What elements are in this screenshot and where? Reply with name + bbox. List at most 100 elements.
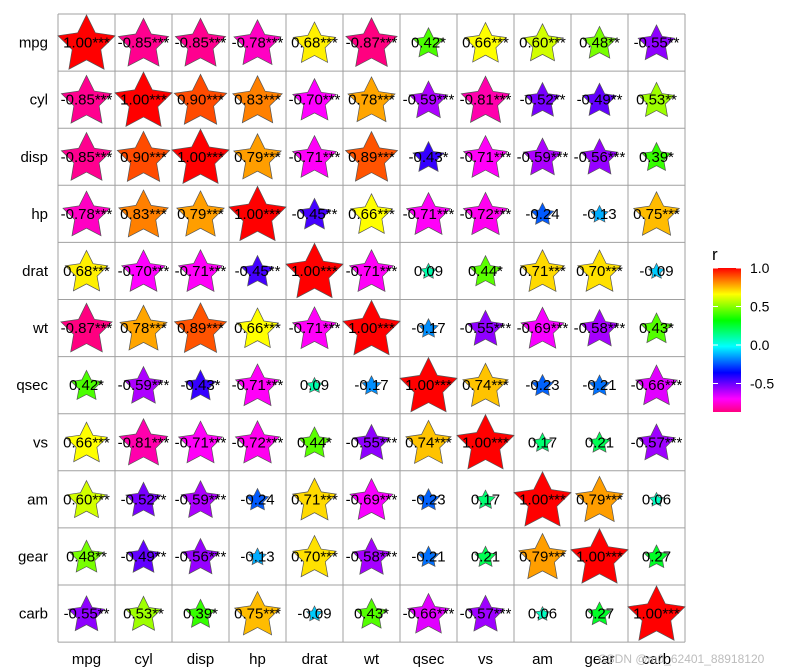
cell-value-label: 1.00*** (462, 434, 509, 451)
star-marker (518, 532, 567, 580)
star-marker (121, 249, 166, 292)
cell-value-label: -0.13 (240, 548, 274, 565)
cell-value-label: 0.90*** (120, 149, 167, 166)
star-marker (640, 312, 673, 344)
star-marker (297, 197, 332, 230)
star-marker (632, 191, 681, 236)
cell-value-label: 0.43* (354, 606, 389, 623)
x-tick-label: mpg (72, 651, 101, 668)
cell-value-label: 0.44* (297, 434, 332, 451)
star-marker (641, 141, 672, 172)
cell-value-label: -0.45** (292, 206, 338, 223)
y-tick-label: drat (22, 263, 49, 280)
star-marker (184, 369, 217, 401)
star-marker (64, 249, 109, 292)
cell-value-label: 1.00*** (234, 206, 281, 223)
cell-value-label: 0.60*** (519, 35, 566, 52)
cell-value-label: -0.78*** (232, 35, 284, 52)
star-marker (291, 134, 338, 178)
star-marker (233, 19, 282, 66)
cell-value-label: -0.71*** (232, 377, 284, 394)
star-marker (347, 76, 396, 123)
cell-value-label: -0.55** (634, 35, 680, 52)
star-marker (532, 432, 553, 452)
cell-value-label: -0.57*** (460, 606, 512, 623)
star-marker (118, 189, 169, 238)
cell-value-label: -0.23 (525, 377, 559, 394)
star-marker (355, 597, 388, 629)
cell-value-label: 0.70*** (291, 548, 338, 565)
star-marker (345, 17, 398, 68)
star-marker (534, 605, 551, 621)
cell-value-label: 0.66*** (234, 320, 281, 337)
cell-value-label: 0.21 (585, 434, 614, 451)
cell-value-label: -0.56*** (574, 149, 626, 166)
star-marker (117, 17, 170, 67)
cell-value-label: -0.49** (121, 548, 167, 565)
cell-value-label: 1.00*** (120, 92, 167, 109)
panel-grid (57, 13, 686, 643)
cell-value-label: 0.74*** (462, 377, 509, 394)
cell-value-label: 1.00*** (633, 606, 680, 623)
star-marker (248, 547, 267, 566)
star-marker (66, 479, 107, 519)
cell-value-label: -0.57*** (631, 434, 683, 451)
cell-value-label: -0.71*** (289, 320, 341, 337)
star-marker (463, 21, 508, 63)
y-tick-label: am (27, 491, 48, 508)
star-marker (62, 190, 111, 237)
cell-value-label: 0.48** (66, 548, 107, 565)
cell-value-label: -0.13 (582, 206, 616, 223)
cell-value-label: -0.56*** (175, 548, 227, 565)
y-tick-label: hp (31, 206, 48, 223)
star-marker (291, 306, 338, 350)
star-marker (173, 73, 228, 125)
legend-tick-label: -0.5 (750, 376, 774, 392)
cell-value-label: 0.78*** (348, 92, 395, 109)
cell-value-label: 0.68*** (291, 35, 338, 52)
star-marker (245, 487, 270, 511)
star-marker (171, 128, 230, 185)
cell-value-label: -0.24 (525, 206, 559, 223)
x-tick-label: drat (302, 651, 329, 668)
star-marker (176, 190, 225, 237)
cell-value-label: 1.00*** (405, 377, 452, 394)
cell-value-label: -0.81*** (118, 434, 170, 451)
cell-value-label: 0.79*** (234, 149, 281, 166)
star-marker (588, 431, 611, 453)
cell-value-label: -0.59*** (403, 92, 455, 109)
cell-value-label: -0.71*** (460, 149, 512, 166)
star-marker (232, 75, 283, 124)
cell-value-label: -0.71*** (289, 149, 341, 166)
star-marker (412, 27, 445, 58)
cell-value-label: -0.55*** (346, 434, 398, 451)
y-axis-labels: mpg cyl disp hp drat wt qsec vs am gear carb (16, 35, 49, 623)
cell-value-label: -0.72*** (232, 434, 284, 451)
star-marker (522, 137, 563, 176)
cell-value-label: 0.74*** (405, 434, 452, 451)
star-marker (634, 364, 679, 406)
cell-value-label: -0.87*** (61, 320, 113, 337)
star-marker (352, 423, 391, 460)
cell-value-label: 0.70*** (576, 263, 623, 280)
cell-value-label: 0.66*** (348, 206, 395, 223)
cell-value-label: -0.24 (240, 491, 274, 508)
legend-title: r (712, 245, 718, 264)
y-tick-label: disp (20, 149, 48, 166)
legend-tick-label: 0.0 (750, 337, 770, 353)
cell-value-label: -0.49** (577, 92, 623, 109)
cell-value-label: -0.58*** (346, 548, 398, 565)
cell-value-label: -0.09 (639, 263, 673, 280)
cell-value-label: 0.39* (183, 606, 218, 623)
cell-value-label: 0.79*** (576, 491, 623, 508)
star-marker (647, 262, 666, 279)
cell-value-label: 0.83*** (234, 92, 281, 109)
star-marker (180, 480, 221, 518)
cell-value-label: -0.85*** (175, 35, 227, 52)
cell-value-label: 0.90*** (177, 92, 224, 109)
star-marker (522, 23, 563, 62)
x-tick-label: gear (584, 651, 614, 668)
star-marker (462, 362, 509, 407)
star-marker (60, 74, 113, 124)
